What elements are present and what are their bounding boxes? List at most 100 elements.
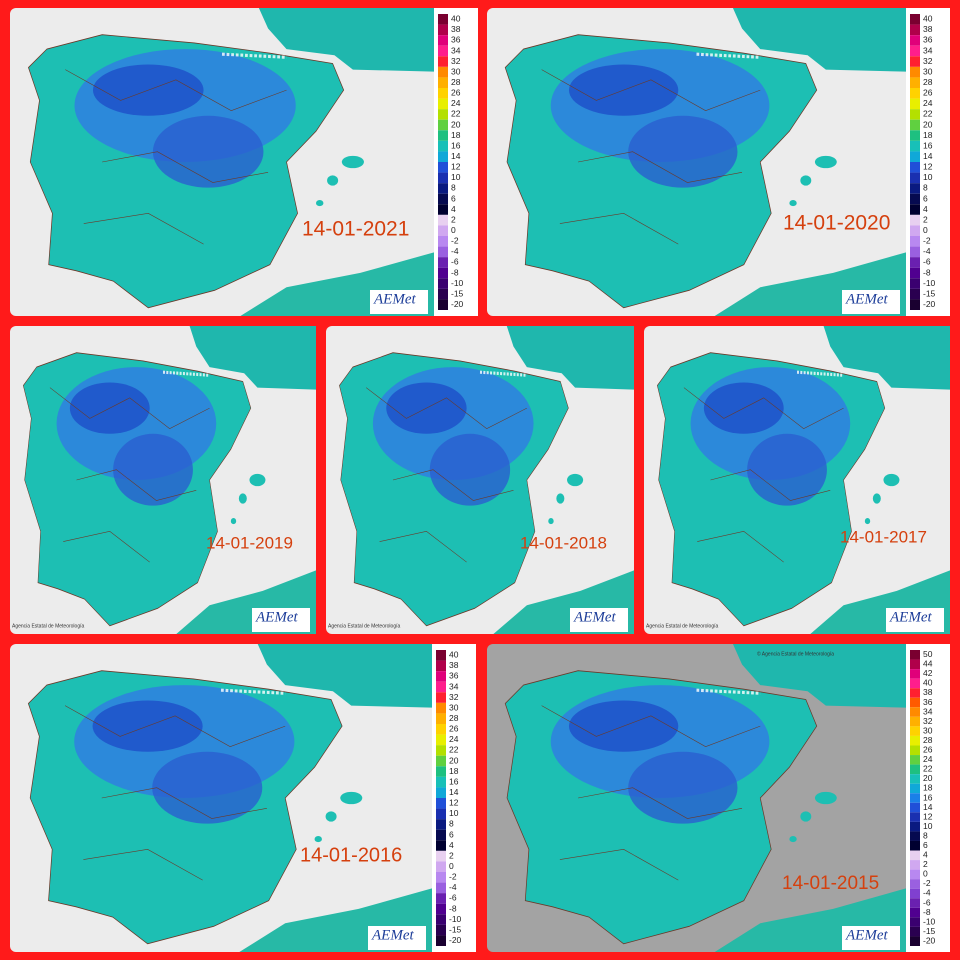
legend-swatch	[910, 14, 920, 25]
legend-label: 40	[451, 14, 461, 24]
legend-label: -6	[451, 257, 459, 267]
legend-swatch	[910, 907, 920, 918]
legend-label: 26	[451, 88, 461, 98]
legend-swatch	[910, 745, 920, 756]
legend-label: -10	[923, 916, 936, 926]
date-label: 14-01-2018	[520, 533, 607, 552]
legend-label: 30	[923, 66, 933, 76]
legend-swatch	[438, 214, 448, 226]
legend-swatch	[910, 764, 920, 775]
legend-label: 12	[923, 811, 933, 821]
legend-label: 2	[451, 214, 456, 224]
legend-swatch	[910, 56, 920, 67]
legend-swatch	[436, 671, 446, 682]
legend-label: -2	[923, 236, 931, 246]
legend-swatch	[910, 98, 920, 110]
legend-swatch	[436, 861, 446, 872]
legend-swatch	[910, 688, 920, 698]
legend-swatch	[438, 140, 448, 152]
legend-label: -6	[923, 257, 931, 267]
legend-label: -2	[449, 872, 457, 882]
legend-label: 8	[923, 183, 928, 193]
legend-label: 32	[449, 692, 459, 702]
legend-label: 16	[923, 792, 933, 802]
logo-bg	[842, 926, 900, 950]
legend-swatch	[438, 24, 448, 36]
legend-swatch	[910, 659, 920, 670]
legend-swatch	[910, 917, 920, 927]
legend-swatch	[436, 734, 446, 746]
legend-label: 2	[449, 850, 454, 860]
legend-label: 4	[451, 204, 456, 214]
legend-label: 20	[923, 119, 933, 129]
legend-swatch	[438, 162, 448, 173]
logo: AEMet	[845, 291, 888, 307]
legend-swatch	[436, 840, 446, 851]
legend-swatch	[436, 692, 446, 703]
legend-swatch	[436, 914, 446, 925]
legend-label: 12	[451, 162, 461, 172]
legend-label: -8	[923, 907, 931, 917]
date-label: 14-01-2019	[206, 533, 293, 552]
legend-swatch	[910, 812, 920, 822]
legend-swatch	[910, 840, 920, 851]
legend-swatch	[910, 288, 920, 300]
legend-swatch	[910, 109, 920, 120]
legend-swatch	[436, 872, 446, 883]
legend-swatch	[910, 172, 920, 184]
legend-label: 6	[923, 840, 928, 850]
legend-swatch	[910, 66, 920, 78]
logo: AEMet	[845, 927, 888, 943]
legend-label: 36	[449, 671, 459, 681]
legend-label: -8	[449, 903, 457, 913]
legend-swatch	[436, 702, 446, 714]
logo-bg	[252, 608, 310, 632]
legend-swatch	[910, 707, 920, 717]
legend-label: 32	[923, 716, 933, 726]
map-panel: 5044424038363432302826242220181614121086…	[487, 644, 950, 952]
legend-swatch	[436, 755, 446, 767]
legend-swatch	[438, 204, 448, 215]
legend-swatch	[910, 860, 920, 870]
legend-swatch	[438, 299, 448, 310]
legend-swatch	[438, 35, 448, 46]
legend-swatch	[438, 88, 448, 99]
legend-swatch	[910, 650, 920, 660]
legend-swatch	[910, 214, 920, 226]
legend-swatch	[436, 787, 446, 798]
legend-label: 10	[449, 808, 459, 818]
legend-label: -4	[451, 246, 459, 256]
legend-label: 34	[451, 45, 461, 55]
legend-swatch	[436, 798, 446, 809]
legend-swatch	[436, 724, 446, 735]
legend-swatch	[438, 193, 448, 205]
date-label: 14-01-2016	[300, 844, 402, 866]
legend-label: 12	[449, 798, 459, 808]
date-label: 14-01-2020	[783, 212, 890, 235]
legend-swatch	[436, 713, 446, 724]
legend-swatch	[910, 119, 920, 131]
legend-label: 18	[923, 783, 933, 793]
legend-label: 36	[451, 35, 461, 45]
legend-swatch	[436, 893, 446, 904]
legend-swatch	[910, 793, 920, 803]
legend-label: 22	[451, 109, 461, 119]
legend-label: 14	[451, 151, 461, 161]
legend-swatch	[910, 130, 920, 141]
legend-label: 10	[923, 172, 933, 182]
legend-label: -4	[923, 888, 931, 898]
legend-label: 50	[923, 649, 933, 659]
legend-swatch	[910, 88, 920, 99]
legend-label: -20	[923, 299, 936, 309]
legend-swatch	[438, 257, 448, 268]
legend-label: -10	[451, 278, 464, 288]
legend-swatch	[438, 172, 448, 184]
legend-swatch	[910, 936, 920, 946]
legend-label: 8	[923, 830, 928, 840]
legend-label: 4	[449, 840, 454, 850]
legend-label: 0	[451, 225, 456, 235]
legend-label: -20	[449, 935, 462, 945]
legend-label: 14	[923, 151, 933, 161]
map-panel: 4038363432302826242220181614121086420-2-…	[10, 8, 478, 316]
legend-label: 16	[449, 776, 459, 786]
